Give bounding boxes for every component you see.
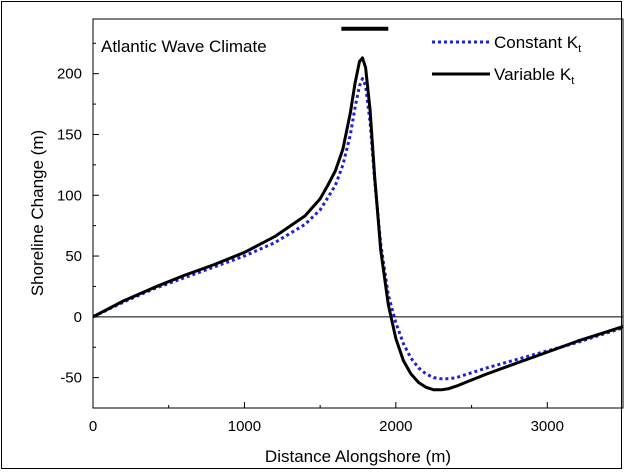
x-axis-label: Distance Alongshore (m): [265, 447, 451, 466]
legend-label-constant-kt: Constant Kt: [494, 33, 581, 55]
x-tick-label: 0: [89, 418, 97, 435]
legend: Constant Kt Variable Kt: [432, 33, 581, 87]
y-tick-label: 0: [74, 309, 82, 326]
x-tick-label: 2000: [379, 418, 412, 435]
annotation-text: Atlantic Wave Climate: [101, 37, 267, 56]
y-tick-label: 200: [57, 66, 82, 83]
series-line-variable-kt: [93, 56, 623, 392]
y-tick-label: -50: [60, 370, 82, 387]
x-tick-label: 1000: [228, 418, 261, 435]
legend-label-variable-kt: Variable Kt: [494, 65, 574, 87]
x-tick-label: 3000: [531, 418, 564, 435]
y-tick-label: 150: [57, 126, 82, 143]
y-tick-label: 50: [65, 248, 82, 265]
y-axis-label: Shoreline Change (m): [28, 130, 47, 296]
series-line-constant-kt: [93, 77, 623, 381]
plot-area: [92, 18, 624, 409]
y-tick-label: 100: [57, 187, 82, 204]
